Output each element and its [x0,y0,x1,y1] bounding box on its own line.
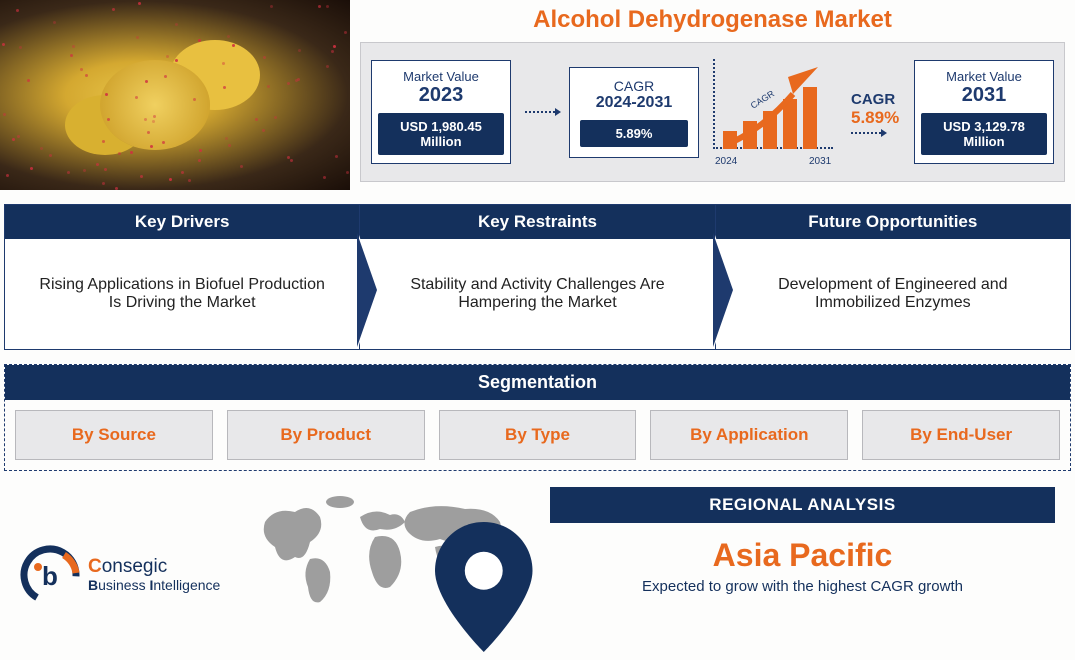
col-body: Stability and Activity Challenges Are Ha… [360,239,714,349]
logo-ntelligence: ntelligence [153,577,220,593]
chevron-right-icon [715,235,733,345]
cagr-callout-label: CAGR [851,91,899,108]
cagr-callout: CAGR 5.89% [851,91,899,134]
regional-analysis: REGIONAL ANALYSIS Asia Pacific Expected … [540,487,1075,632]
segmentation-section: Segmentation By Source By Product By Typ… [4,364,1071,471]
cagr-curve-label: CAGR [749,88,777,111]
key-drivers-card: Key Drivers Rising Applications in Biofu… [4,204,360,350]
logo-mark-icon: b [20,545,80,605]
regional-header: REGIONAL ANALYSIS [550,487,1055,523]
chart-year-start: 2024 [715,156,737,167]
cagr-value-badge: 5.89% [580,120,688,147]
market-value-2023-card: Market Value 2023 USD 1,980.45 Million [371,60,511,164]
connector-arrow-icon [525,111,555,113]
logo-c: C [88,556,102,577]
future-opportunities-card: Future Opportunities Development of Engi… [715,204,1071,350]
hero-molecule-image: // sprinkle red dots (function(){ var ho… [0,0,350,190]
cagr-card: CAGR 2024-2031 5.89% [569,67,699,158]
growth-chart-icon: CAGR 2024 2031 [713,57,843,167]
svg-text:b: b [42,561,58,591]
segment-application[interactable]: By Application [650,410,848,460]
segmentation-header: Segmentation [5,365,1070,400]
segment-source[interactable]: By Source [15,410,213,460]
stat-value-badge: USD 3,129.78 Million [921,113,1047,155]
logo-b: B [88,577,98,593]
col-body: Rising Applications in Biofuel Productio… [5,239,359,349]
cagr-callout-pct: 5.89% [851,108,899,128]
growth-arrow-icon: CAGR [723,69,823,149]
company-logo: b Consegic Business Intelligence [0,487,250,632]
col-header: Key Restraints [360,205,714,239]
logo-rest: onsegic [102,556,168,577]
stat-strip: Market Value 2023 USD 1,980.45 Million C… [360,42,1065,182]
col-body: Development of Engineered and Immobilize… [716,239,1070,349]
segment-type[interactable]: By Type [439,410,637,460]
cagr-chart-area: CAGR 2024 2031 CAGR 5.89% [713,57,900,167]
cagr-range: 2024-2031 [580,94,688,112]
y-axis [713,59,715,149]
market-value-2031-card: Market Value 2031 USD 3,129.78 Million [914,60,1054,164]
col-header: Key Drivers [5,205,359,239]
key-restraints-card: Key Restraints Stability and Activity Ch… [359,204,715,350]
stat-label: Market Value [378,69,504,84]
segment-end-user[interactable]: By End-User [862,410,1060,460]
world-map [250,487,540,632]
connector-arrow-icon [851,132,881,134]
stat-year: 2023 [378,84,504,107]
title-area: Alcohol Dehydrogenase Market Market Valu… [350,0,1075,190]
cagr-label: CAGR [580,78,688,94]
stat-label: Market Value [921,69,1047,84]
stat-value-badge: USD 1,980.45 Million [378,113,504,155]
segment-product[interactable]: By Product [227,410,425,460]
footer-row: b Consegic Business Intelligence REGIONA… [0,487,1075,632]
chart-year-end: 2031 [809,156,831,167]
chevron-right-icon [359,235,377,345]
page-title: Alcohol Dehydrogenase Market [360,6,1065,34]
logo-text: Consegic Business Intelligence [88,556,220,594]
top-row: // sprinkle red dots (function(){ var ho… [0,0,1075,190]
map-pin-icon [435,522,533,657]
regional-subtitle: Expected to grow with the highest CAGR g… [550,578,1055,595]
drivers-restraints-row: Key Drivers Rising Applications in Biofu… [4,204,1071,350]
col-header: Future Opportunities [716,205,1070,239]
regional-title: Asia Pacific [550,537,1055,574]
stat-year: 2031 [921,84,1047,107]
segmentation-row: By Source By Product By Type By Applicat… [5,400,1070,470]
logo-usiness: usiness [98,577,149,593]
